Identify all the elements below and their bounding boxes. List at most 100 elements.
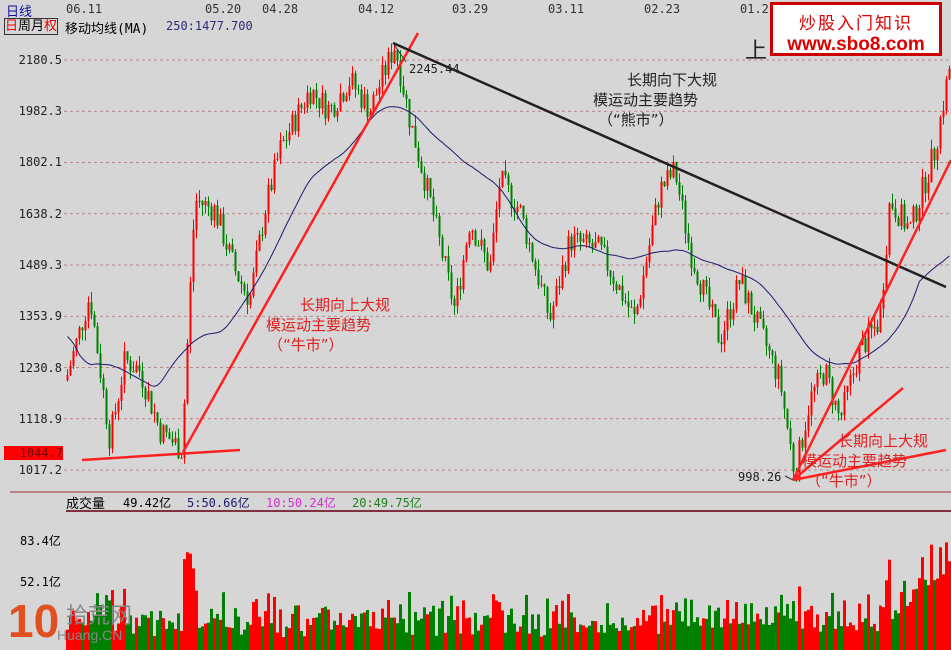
volume-bar: [84, 625, 87, 650]
candle: [231, 238, 234, 253]
volume-bar: [429, 611, 432, 650]
candle: [681, 185, 684, 210]
volume-bar: [264, 611, 267, 650]
volume-tick: 83.4亿: [20, 534, 61, 548]
volume-bar: [885, 580, 888, 650]
candle: [462, 255, 465, 294]
tab-day[interactable]: 日: [5, 19, 19, 34]
candle: [699, 280, 702, 303]
candle: [435, 205, 438, 219]
volume-bar: [684, 598, 687, 650]
candle: [207, 196, 210, 217]
volume-bar: [165, 628, 168, 650]
y-tick-label: 1230.8: [18, 360, 62, 375]
volume-bar: [258, 616, 261, 650]
volume-bar: [789, 618, 792, 650]
volume-bar: [729, 623, 732, 650]
candle: [945, 76, 948, 115]
volume-bar: [522, 615, 525, 650]
candle: [708, 277, 711, 311]
volume-bar: [420, 618, 423, 650]
candle: [312, 89, 315, 105]
tab-adjust[interactable]: 权: [44, 19, 58, 34]
volume-bar: [849, 622, 852, 650]
candle: [450, 265, 453, 305]
candle: [399, 50, 402, 93]
volume-bar: [834, 628, 837, 650]
candle: [459, 277, 462, 301]
candle: [168, 428, 171, 440]
candle: [276, 152, 279, 162]
volume-bar: [918, 578, 921, 650]
volume-bar: [123, 588, 126, 650]
volume-bar: [681, 621, 684, 650]
candle: [105, 387, 108, 430]
candle: [282, 136, 285, 142]
volume-bar: [222, 592, 225, 650]
volume-bar: [189, 553, 192, 650]
volume-bar: [342, 625, 345, 650]
volume-label: 成交量: [66, 497, 106, 512]
candle: [915, 204, 918, 223]
candle: [573, 226, 576, 258]
volume-bar: [168, 620, 171, 650]
volume-bar: [621, 617, 624, 650]
volume-bar: [585, 627, 588, 650]
candle: [582, 233, 585, 243]
volume-bar: [396, 623, 399, 650]
candle: [93, 311, 96, 328]
volume-bar: [894, 610, 897, 650]
candle: [771, 349, 774, 364]
candle: [624, 293, 627, 305]
candle: [486, 247, 489, 272]
candle: [603, 236, 606, 248]
candle: [819, 364, 822, 379]
candle: [543, 283, 546, 297]
x-tick-label: 05.20: [205, 2, 242, 16]
volume-bar: [363, 612, 366, 650]
candle: [432, 188, 435, 222]
candle: [867, 317, 870, 359]
candle: [225, 234, 228, 257]
volume-bar: [108, 600, 111, 650]
watermark: 炒股入门知识 www.sbo8.com: [770, 2, 942, 56]
candle: [591, 238, 594, 253]
volume-bar: [546, 598, 549, 650]
volume-bar: [90, 620, 93, 650]
candle: [111, 410, 114, 454]
volume-bar: [612, 623, 615, 650]
volume-bar: [423, 607, 426, 650]
candle: [363, 86, 366, 111]
volume-bar: [285, 626, 288, 650]
tab-month[interactable]: 月: [31, 19, 45, 34]
candle: [855, 364, 858, 378]
volume-bar: [246, 621, 249, 650]
volume-bar: [234, 608, 237, 650]
volume-bar: [507, 615, 510, 650]
volume-bar: [504, 632, 507, 650]
volume-bar: [237, 616, 240, 650]
volume-bar: [318, 613, 321, 650]
candle: [72, 346, 75, 369]
volume-bar: [216, 613, 219, 650]
volume-bar: [915, 588, 918, 650]
volume-bar: [837, 611, 840, 650]
volume-bar: [699, 625, 702, 650]
candle: [279, 132, 282, 165]
volume-bar: [498, 602, 501, 650]
volume-bar: [714, 610, 717, 650]
candle: [150, 390, 153, 415]
tab-week[interactable]: 周: [18, 19, 32, 34]
volume-bar: [315, 617, 318, 650]
candle: [228, 242, 231, 254]
volume-bar: [846, 626, 849, 650]
candle: [333, 102, 336, 118]
candle: [84, 316, 87, 341]
candle: [171, 431, 174, 447]
volume-bar: [330, 629, 333, 650]
volume-bar: [732, 618, 735, 650]
volume-bar: [186, 552, 189, 650]
volume-bar: [300, 630, 303, 650]
volume-bar: [873, 623, 876, 650]
y-tick-label: 1489.3: [18, 257, 62, 272]
